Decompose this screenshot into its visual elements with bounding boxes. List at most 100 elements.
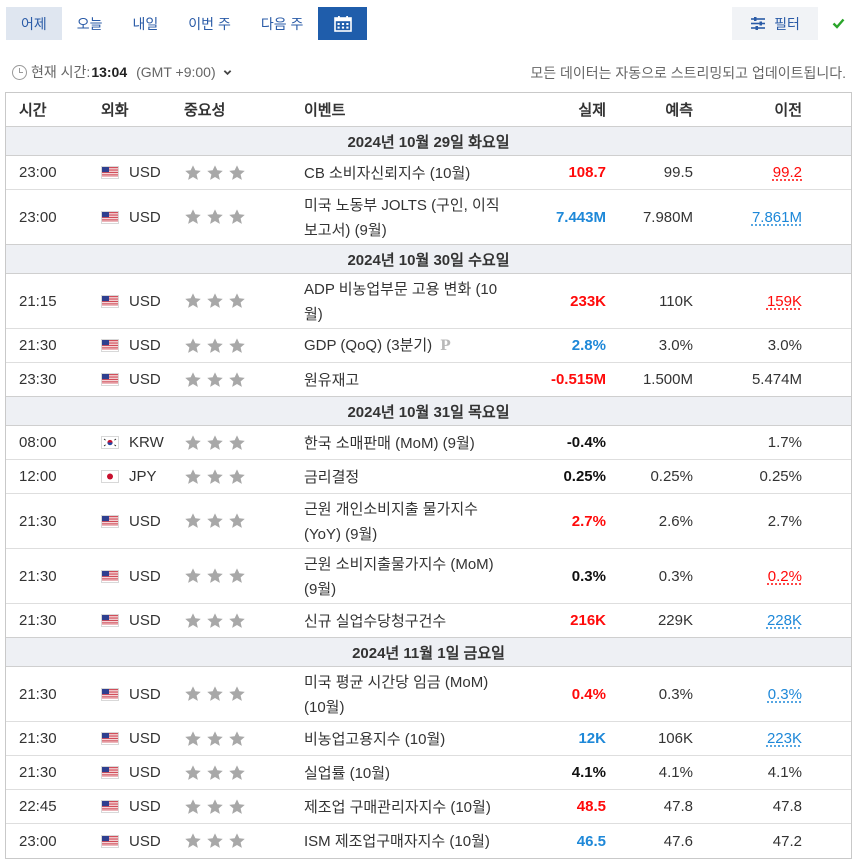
currency-code: KRW <box>129 434 164 451</box>
table-row[interactable]: 23:00 USD CB 소비자신뢰지수 (10월) 108.7 99.5 99.2 <box>6 156 851 190</box>
event-currency: USD <box>101 568 184 585</box>
event-currency: USD <box>101 833 184 850</box>
tab-this-week[interactable]: 이번 주 <box>188 15 231 32</box>
table-row[interactable]: 21:30 USD GDP (QoQ) (3분기) P 2.8% 3.0% 3.0% <box>6 329 851 363</box>
event-name[interactable]: 미국 노동부 JOLTS (구인, 이직 보고서) (9월) <box>304 192 543 243</box>
day-date: 2024년 11월 1일 금요일 <box>352 644 505 662</box>
header-forecast: 예측 <box>665 102 693 119</box>
previous-value[interactable]: 0.2% <box>767 567 802 585</box>
event-forecast: 47.8 <box>663 798 693 815</box>
current-time-label: 현재 시간: <box>31 64 91 80</box>
event-time: 21:30 <box>19 764 57 781</box>
table-row[interactable]: 21:30 USD 신규 실업수당청구건수 216K 229K 228K <box>6 604 851 638</box>
event-name[interactable]: 원유재고 <box>304 367 543 393</box>
star-icon <box>229 730 245 746</box>
current-time-selector[interactable]: 현재 시간: 13:04 (GMT +9:00) <box>12 62 232 82</box>
star-icon <box>185 468 201 484</box>
event-name[interactable]: CB 소비자신뢰지수 (10월) <box>304 160 543 186</box>
star-icon <box>229 434 245 450</box>
table-row[interactable]: 23:00 USD 미국 노동부 JOLTS (구인, 이직 보고서) (9월) 7.4… <box>6 190 851 245</box>
importance-stars <box>184 567 304 585</box>
previous-value[interactable]: 228K <box>766 612 802 629</box>
previous-value: 1.7% <box>767 434 802 451</box>
currency-code: USD <box>129 371 161 388</box>
event-name[interactable]: 미국 평균 시간당 임금 (MoM) (10월) <box>304 669 543 720</box>
event-name[interactable]: 실업률 (10월) <box>304 760 543 786</box>
event-time: 21:30 <box>19 337 57 354</box>
event-name-line: (10월) <box>304 698 345 716</box>
star-icon <box>207 686 223 701</box>
event-actual: 108.7 <box>568 164 606 181</box>
chevron-down-icon <box>223 69 231 75</box>
event-time: 21:15 <box>19 292 57 310</box>
previous-value: 47.2 <box>772 832 802 850</box>
event-name-line: 미국 평균 시간당 임금 (MoM) <box>304 673 489 691</box>
event-name-line: (YoY) (9월) <box>304 525 378 543</box>
table-row[interactable]: 21:30 USD 실업률 (10월) 4.1% 4.1% 4.1% <box>6 756 851 790</box>
date-range-tabs: 어제 오늘 내일 이번 주 다음 주 <box>6 7 368 40</box>
calendar-button[interactable] <box>318 7 368 40</box>
checkmark-icon <box>832 18 844 29</box>
previous-value[interactable]: 223K <box>766 730 802 747</box>
event-name[interactable]: 금리결정 <box>304 464 543 490</box>
event-name[interactable]: 한국 소매판매 (MoM) (9월) <box>304 430 543 456</box>
event-previous: 99.2 <box>693 164 802 181</box>
event-name-line: 근원 개인소비지출 물가지수 <box>304 500 478 518</box>
table-row[interactable]: 21:30 USD 비농업고용지수 (10월) 12K 106K 223K <box>6 722 851 756</box>
event-forecast: 229K <box>657 612 693 629</box>
event-name[interactable]: GDP (QoQ) (3분기) P <box>304 332 543 359</box>
table-row[interactable]: 23:00 USD ISM 제조업구매자지수 (10월) 46.5 47.6 47.2 <box>6 824 851 858</box>
star-icon <box>185 833 201 848</box>
filter-button[interactable]: 필터 <box>732 7 818 40</box>
previous-value[interactable]: 159K <box>766 292 802 310</box>
event-name[interactable]: 신규 실업수당청구건수 <box>304 608 543 634</box>
event-forecast: 0.3% <box>658 567 693 585</box>
event-previous: 0.25% <box>693 468 802 485</box>
event-time: 21:30 <box>19 512 57 530</box>
event-previous: 0.3% <box>693 686 802 703</box>
event-currency: USD <box>101 371 184 388</box>
previous-value: 5.474M <box>751 371 802 388</box>
table-row[interactable]: 21:30 USD 미국 평균 시간당 임금 (MoM) (10월) 0.4% 0.3% 0… <box>6 667 851 722</box>
event-forecast: 99.5 <box>663 164 693 181</box>
preliminary-badge: P <box>440 338 451 354</box>
event-name[interactable]: 근원 소비지출물가지수 (MoM) (9월) <box>304 551 543 602</box>
us-flag-icon <box>101 373 119 386</box>
table-row[interactable]: 12:00 JPY 금리결정 0.25% 0.25% 0.25% <box>6 460 851 494</box>
table-row[interactable]: 21:30 USD 근원 소비지출물가지수 (MoM) (9월) 0.3% 0.3% 0.2… <box>6 549 851 604</box>
table-row[interactable]: 21:15 USD ADP 비농업부문 고용 변화 (10 월) 233K 110K 159… <box>6 274 851 329</box>
tab-yesterday[interactable]: 어제 <box>6 7 62 40</box>
event-name-line: 한국 소매판매 (MoM) (9월) <box>304 434 475 452</box>
previous-value[interactable]: 0.3% <box>767 685 802 703</box>
table-row[interactable]: 08:00 KRW 한국 소매판매 (MoM) (9월) -0.4% 1.7% <box>6 426 851 460</box>
event-name[interactable]: 비농업고용지수 (10월) <box>304 726 543 752</box>
event-name[interactable]: ADP 비농업부문 고용 변화 (10 월) <box>304 276 543 327</box>
star-icon <box>229 764 245 780</box>
event-name-line: 원유재고 <box>304 371 360 389</box>
event-name[interactable]: 근원 개인소비지출 물가지수 (YoY) (9월) <box>304 496 543 547</box>
star-icon <box>229 798 245 814</box>
table-row[interactable]: 23:30 USD 원유재고 -0.515M 1.500M 5.474M <box>6 363 851 397</box>
previous-value[interactable]: 7.861M <box>751 208 802 226</box>
star-icon <box>207 798 223 814</box>
tab-today[interactable]: 오늘 <box>76 15 103 32</box>
previous-value[interactable]: 99.2 <box>772 164 802 181</box>
event-name[interactable]: ISM 제조업구매자지수 (10월) <box>304 828 543 854</box>
tab-tomorrow[interactable]: 내일 <box>132 15 159 32</box>
us-flag-icon <box>101 294 119 308</box>
event-previous: 4.1% <box>693 764 802 781</box>
header-actual: 실제 <box>578 102 606 119</box>
event-forecast: 0.25% <box>650 468 693 485</box>
currency-code: USD <box>129 685 161 703</box>
event-name[interactable]: 제조업 구매관리자지수 (10월) <box>304 794 543 820</box>
importance-stars <box>184 685 304 703</box>
tab-next-week[interactable]: 다음 주 <box>260 15 304 32</box>
table-row[interactable]: 22:45 USD 제조업 구매관리자지수 (10월) 48.5 47.8 47.8 <box>6 790 851 824</box>
event-forecast: 110K <box>659 292 693 310</box>
star-icon <box>207 337 223 353</box>
confirm-check[interactable] <box>824 7 852 40</box>
event-name-line: GDP (QoQ) (3분기) <box>304 337 433 354</box>
table-row[interactable]: 21:30 USD 근원 개인소비지출 물가지수 (YoY) (9월) 2.7% 2.6%… <box>6 494 851 549</box>
star-icon <box>185 434 201 450</box>
event-previous: 47.2 <box>693 833 802 850</box>
